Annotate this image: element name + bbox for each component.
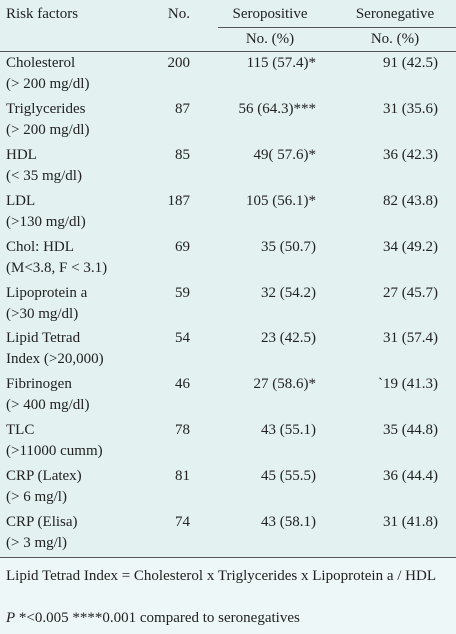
table-cell: (>130 mg/dl): [6, 213, 86, 230]
header-cell: Seronegative: [355, 6, 435, 22]
table-cell: 36 (42.3): [383, 146, 438, 163]
footnote: Lipid Tetrad Index = Cholesterol x Trigl…: [0, 558, 456, 634]
table-cell: Fibrinogen: [6, 376, 72, 393]
table-cell: 34 (49.2): [383, 238, 438, 255]
table-cell: Triglycerides: [6, 100, 86, 117]
rule: [0, 557, 456, 558]
table-cell: Cholesterol: [6, 55, 76, 71]
table-cell: 59: [175, 284, 190, 301]
table-cell: 87: [175, 100, 190, 117]
table-cell: 115 (57.4)*: [246, 55, 316, 71]
table-cell: 74: [175, 514, 190, 530]
table-cell: (> 6 mg/l): [6, 489, 67, 506]
table-cell: 91 (42.5): [383, 55, 438, 71]
table-cell: 31 (57.4): [383, 330, 438, 347]
table-cell: 27 (45.7): [383, 284, 438, 301]
subheader-cell: No. (%): [370, 31, 420, 47]
header-cell: Seropositive: [232, 6, 308, 22]
table-cell: 69: [175, 238, 190, 255]
table-cell: Lipoprotein a: [6, 284, 88, 301]
footnote-text: P *<0.005 ****0.001 compared to seronega…: [6, 608, 446, 629]
table-cell: 56 (64.3)***: [238, 100, 317, 117]
table-cell: 200: [167, 55, 191, 71]
table-cell: 43 (55.1): [261, 422, 316, 439]
table-cell: TLC: [6, 422, 35, 439]
table-cell: (> 200 mg/dl): [6, 76, 90, 92]
table-cell: CRP (Elisa): [6, 514, 78, 530]
table-cell: 36 (44.4): [383, 468, 438, 485]
table-cell: 31 (41.8): [383, 514, 438, 530]
table-cell: 82 (43.8): [383, 192, 438, 209]
table-cell: 49( 57.6)*: [253, 146, 317, 163]
table-cell: 81: [175, 468, 190, 485]
table-cell: Lipid Tetrad: [6, 330, 81, 347]
p-text: *<0.005 ****0.001 compared to seronegati…: [15, 610, 300, 626]
table-cell: HDL: [6, 146, 37, 163]
p-symbol: P: [6, 610, 16, 626]
header-cell: No.: [167, 6, 190, 22]
table-cell: (> 200 mg/dl): [6, 121, 90, 138]
table-cell: CRP (Latex): [6, 468, 82, 485]
footnote-text: Lipid Tetrad Index = Cholesterol x Trigl…: [6, 568, 436, 584]
table-cell: 43 (58.1): [261, 514, 316, 530]
table-cell: 46: [175, 376, 190, 393]
subheader-cell: No. (%): [245, 31, 295, 47]
table-cell: `19 (41.3): [378, 376, 438, 393]
table-cell: 187: [167, 192, 191, 209]
table-cell: 27 (58.6)*: [253, 376, 317, 393]
table-cell: 32 (54.2): [261, 284, 316, 301]
table-cell: 54: [175, 330, 190, 347]
table-cell: 85: [175, 146, 190, 163]
table-cell: 78: [175, 422, 190, 439]
table-cell: LDL: [6, 192, 36, 209]
table-cell: (< 35 mg/dl): [6, 167, 82, 184]
table-cell: Index (>20,000): [6, 351, 104, 368]
rule: [0, 51, 456, 52]
table-cell: 35 (44.8): [383, 422, 438, 439]
header-cell: Risk factors: [6, 6, 79, 22]
table-cell: 23 (42.5): [261, 330, 316, 347]
table-cell: 105 (56.1)*: [246, 192, 316, 209]
table-cell: (M<3.8, F < 3.1): [6, 259, 108, 276]
table-cell: 35 (50.7): [261, 238, 316, 255]
table-cell: Chol: HDL: [6, 238, 74, 255]
table-cell: 31 (35.6): [383, 100, 438, 117]
table-cell: (> 400 mg/dl): [6, 397, 90, 414]
rule: [218, 27, 456, 28]
table-cell: (> 3 mg/l): [6, 535, 67, 551]
table-cell: (>11000 cumm): [6, 443, 103, 460]
table-cell: 45 (55.5): [261, 468, 316, 485]
table-cell: (>30 mg/dl): [6, 305, 79, 322]
